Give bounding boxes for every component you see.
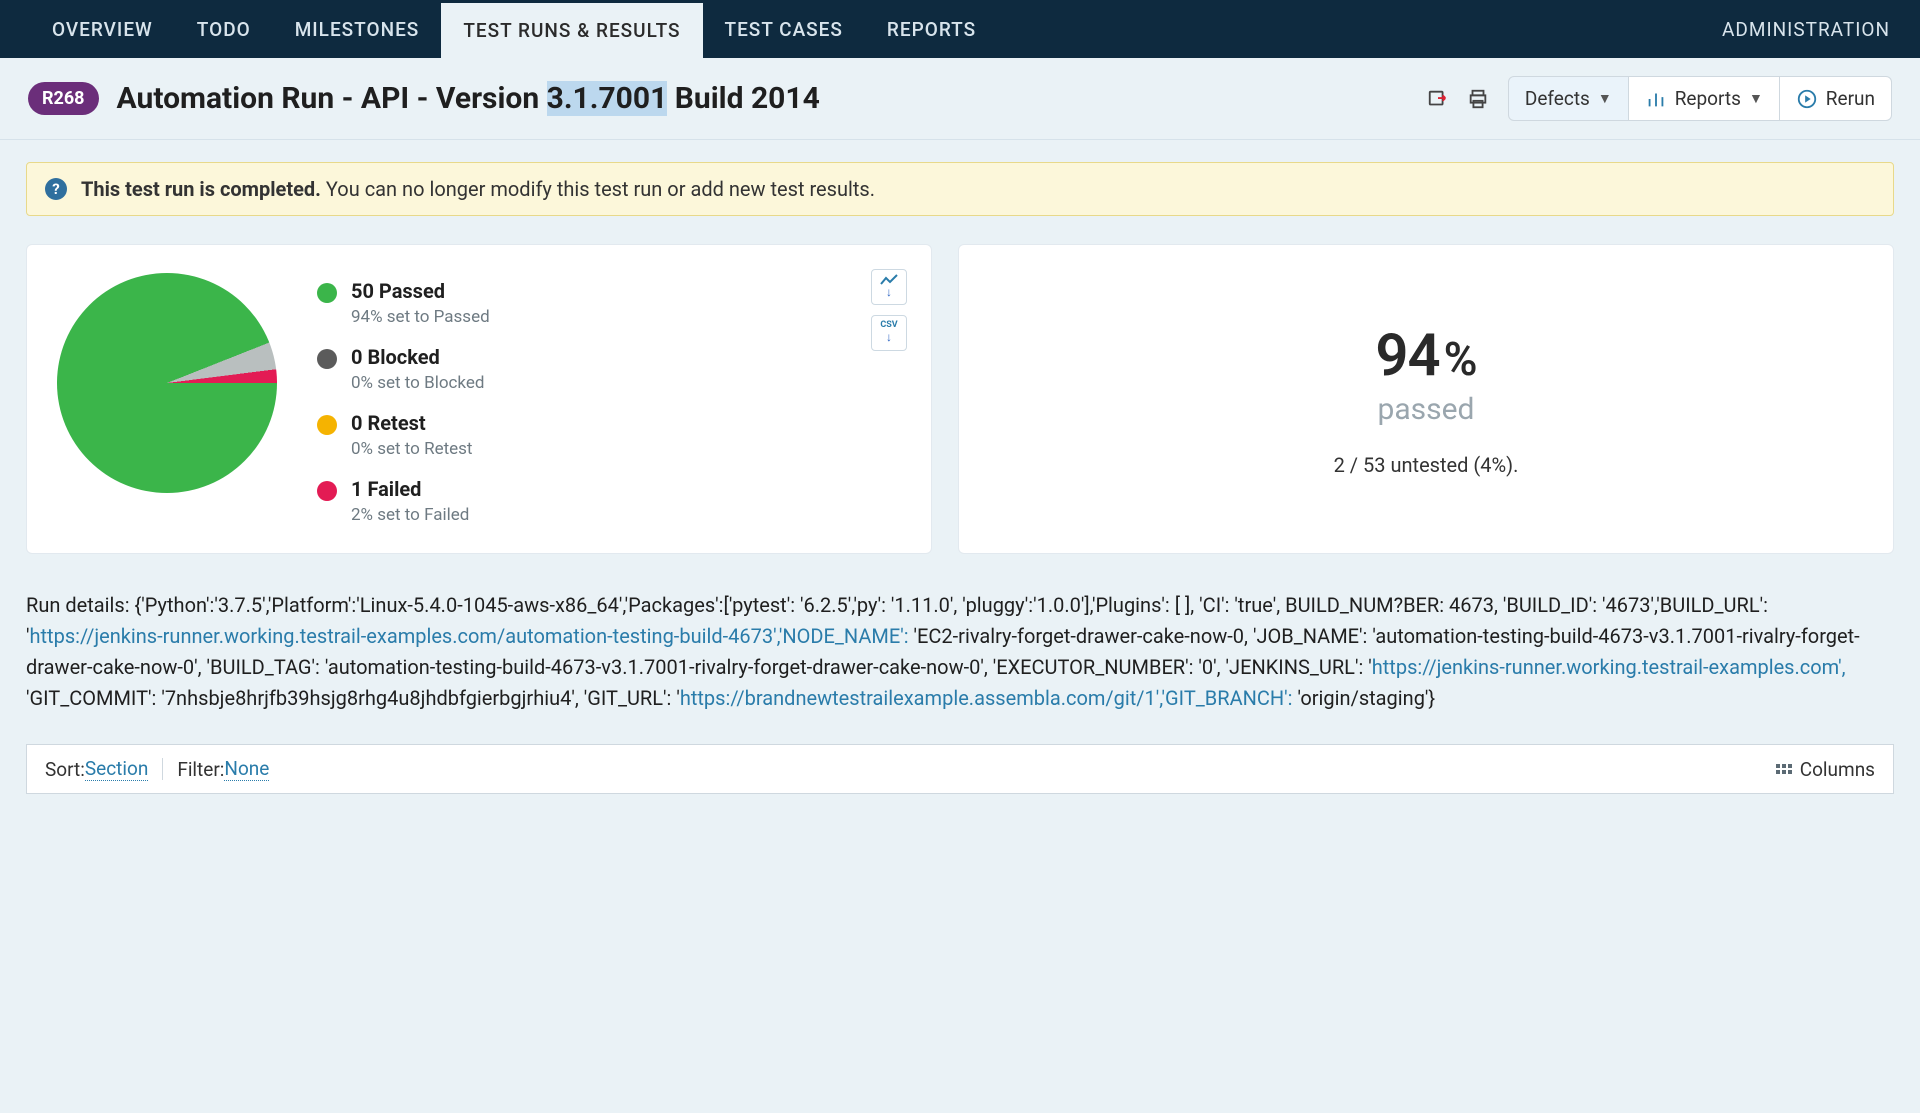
legend-title: 50 Passed [351, 279, 490, 303]
title-bar: R268 Automation Run - API - Version 3.1.… [0, 58, 1920, 140]
sort-label: Sort: [45, 758, 85, 781]
completed-banner: ? This test run is completed. You can no… [26, 162, 1894, 216]
defects-label: Defects [1525, 87, 1590, 110]
top-nav: OVERVIEW TODO MILESTONES TEST RUNS & RES… [0, 0, 1920, 58]
run-details: Run details: {'Python':'3.7.5','Platform… [0, 554, 1920, 714]
banner-bold: This test run is completed. [81, 177, 321, 201]
legend-dot-icon [317, 349, 337, 369]
summary-cards: ↓ CSV ↓ 50 Passed 94% set to Passed [0, 216, 1920, 554]
legend-subtitle: 0% set to Retest [351, 439, 473, 459]
filter-label: Filter: [177, 758, 224, 781]
banner-rest: You can no longer modify this test run o… [321, 177, 875, 201]
legend-passed: 50 Passed 94% set to Passed [317, 279, 490, 327]
download-csv-button[interactable]: CSV ↓ [871, 315, 907, 351]
pass-rate-card: 94% passed 2 / 53 untested (4%). [958, 244, 1894, 554]
banner-text: This test run is completed. You can no l… [81, 177, 875, 201]
bar-chart-icon [1645, 88, 1667, 110]
chevron-down-icon: ▼ [1598, 90, 1612, 107]
columns-label: Columns [1800, 758, 1875, 781]
legend-title: 0 Blocked [351, 345, 484, 369]
title-post: Build 2014 [667, 81, 819, 116]
title-highlight: 3.1.7001 [547, 81, 668, 116]
play-circle-icon [1796, 88, 1818, 110]
rerun-button[interactable]: Rerun [1780, 76, 1892, 121]
toolbar-group: Defects ▼ Reports ▼ Rerun [1508, 76, 1892, 121]
export-icon[interactable] [1424, 85, 1452, 113]
legend-blocked: 0 Blocked 0% set to Blocked [317, 345, 490, 393]
columns-grid-icon [1776, 764, 1792, 774]
legend-subtitle: 2% set to Failed [351, 505, 469, 525]
print-icon[interactable] [1464, 85, 1492, 113]
export-column: ↓ CSV ↓ [871, 269, 907, 351]
filter-value-link[interactable]: None [224, 757, 269, 781]
details-link-git-url[interactable]: https://brandnewtestrailexample.assembla… [680, 686, 1293, 710]
download-arrow-icon: ↓ [886, 286, 892, 299]
legend-dot-icon [317, 481, 337, 501]
nav-test-cases[interactable]: TEST CASES [703, 0, 865, 59]
legend-title: 0 Retest [351, 411, 473, 435]
reports-dropdown[interactable]: Reports ▼ [1629, 76, 1780, 121]
nav-milestones[interactable]: MILESTONES [273, 0, 442, 59]
sort-filter-bar: Sort: Section Filter: None Columns [26, 744, 1894, 794]
chevron-down-icon: ▼ [1749, 90, 1763, 107]
status-legend: 50 Passed 94% set to Passed 0 Blocked 0%… [317, 279, 490, 525]
info-icon: ? [45, 178, 67, 200]
download-chart-button[interactable]: ↓ [871, 269, 907, 305]
title-pre: Automation Run - API - Version [117, 81, 547, 116]
chart-card: ↓ CSV ↓ 50 Passed 94% set to Passed [26, 244, 932, 554]
details-text: 'origin/staging'} [1293, 686, 1436, 710]
nav-reports[interactable]: REPORTS [865, 0, 998, 59]
pct-sign: % [1444, 333, 1477, 387]
details-link-jenkins-url[interactable]: https://jenkins-runner.working.testrail-… [1372, 655, 1846, 679]
columns-button[interactable]: Columns [1776, 758, 1875, 781]
legend-retest: 0 Retest 0% set to Retest [317, 411, 490, 459]
nav-todo[interactable]: TODO [175, 0, 273, 59]
pct-value: 94 [1375, 322, 1439, 390]
nav-administration[interactable]: ADMINISTRATION [1722, 18, 1890, 41]
separator [162, 758, 163, 780]
nav-test-runs[interactable]: TEST RUNS & RESULTS [441, 0, 702, 58]
pass-percentage: 94% [1375, 322, 1476, 390]
rerun-label: Rerun [1826, 87, 1875, 110]
download-arrow-icon: ↓ [886, 331, 892, 344]
legend-dot-icon [317, 283, 337, 303]
status-pie-chart [57, 273, 277, 493]
defects-dropdown[interactable]: Defects ▼ [1508, 76, 1629, 121]
untested-text: 2 / 53 untested (4%). [1334, 453, 1519, 477]
legend-failed: 1 Failed 2% set to Failed [317, 477, 490, 525]
nav-overview[interactable]: OVERVIEW [30, 0, 175, 59]
details-text: 'GIT_COMMIT': '7nhsbje8hrjfb39hsjg8rhg4u… [26, 686, 680, 710]
passed-label: passed [1378, 392, 1475, 427]
legend-subtitle: 0% set to Blocked [351, 373, 484, 393]
legend-title: 1 Failed [351, 477, 469, 501]
page-title: Automation Run - API - Version 3.1.7001 … [117, 81, 820, 116]
legend-dot-icon [317, 415, 337, 435]
sort-value-link[interactable]: Section [85, 757, 148, 781]
run-id-badge: R268 [28, 82, 99, 115]
legend-subtitle: 94% set to Passed [351, 307, 490, 327]
reports-label: Reports [1675, 87, 1741, 110]
details-link-build-url[interactable]: https://jenkins-runner.working.testrail-… [30, 624, 909, 648]
